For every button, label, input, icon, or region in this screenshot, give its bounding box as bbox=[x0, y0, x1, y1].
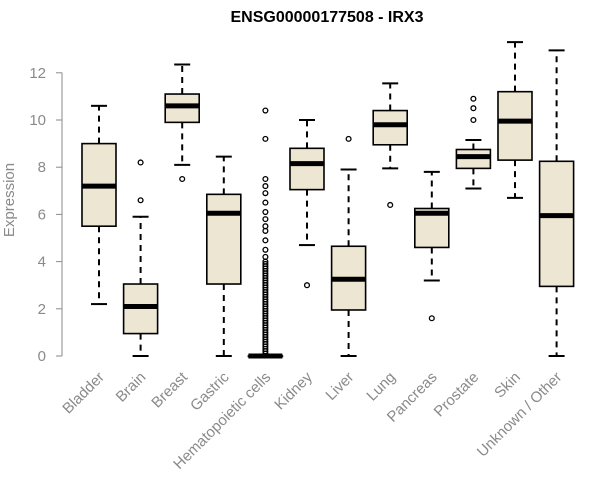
x-tick-label: Breast bbox=[148, 368, 191, 411]
plot-area bbox=[81, 41, 575, 359]
x-tick-label: Kidney bbox=[271, 368, 316, 413]
outlier-point bbox=[137, 197, 144, 204]
outlier-point bbox=[262, 246, 269, 253]
outlier-point bbox=[262, 253, 269, 260]
box-group bbox=[122, 159, 159, 357]
box-group bbox=[497, 41, 533, 199]
chart-title: ENSG00000177508 - IRX3 bbox=[230, 9, 423, 26]
box-group bbox=[372, 82, 409, 209]
x-tick-label: Bladder bbox=[59, 369, 108, 418]
y-tick-label: 4 bbox=[38, 254, 46, 271]
box-group bbox=[81, 104, 117, 306]
outlier-point bbox=[262, 183, 269, 190]
outlier-point bbox=[262, 237, 269, 244]
y-tick-label: 6 bbox=[38, 206, 46, 223]
outlier-point bbox=[262, 216, 269, 223]
outlier-point bbox=[345, 135, 352, 142]
box-iqr bbox=[206, 193, 242, 285]
y-tick-label: 0 bbox=[38, 348, 46, 365]
x-tick-label: Lung bbox=[363, 369, 399, 405]
outlier-point bbox=[262, 260, 269, 268]
y-tick-label: 2 bbox=[38, 301, 46, 318]
outlier-point bbox=[387, 201, 394, 209]
box-group bbox=[164, 63, 200, 183]
box-iqr bbox=[372, 109, 409, 146]
y-tick-label: 10 bbox=[29, 112, 46, 129]
y-axis-label: Expression bbox=[1, 163, 18, 237]
outlier-point bbox=[179, 175, 186, 183]
outlier-point bbox=[470, 95, 477, 102]
outlier-point bbox=[262, 199, 269, 206]
outlier-point bbox=[262, 107, 269, 114]
y-tick-label: 12 bbox=[29, 65, 46, 82]
box-group bbox=[289, 119, 325, 289]
outlier-point bbox=[262, 223, 269, 230]
outlier-point bbox=[428, 315, 435, 322]
outlier-point bbox=[262, 190, 269, 197]
box-iqr bbox=[497, 90, 533, 161]
y-tick-label: 8 bbox=[38, 159, 46, 176]
outlier-point bbox=[262, 175, 269, 183]
x-tick-label: Prostate bbox=[431, 369, 483, 421]
outlier-point bbox=[470, 105, 477, 112]
box-group bbox=[455, 95, 492, 190]
outlier-point bbox=[262, 135, 269, 142]
box-group bbox=[330, 135, 367, 357]
box-group bbox=[206, 155, 242, 357]
x-tick-label: Liver bbox=[322, 369, 357, 404]
box-group bbox=[538, 49, 575, 357]
y-axis: 0 2 4 6 8 10 12 bbox=[29, 65, 63, 365]
x-tick-label: Skin bbox=[491, 369, 524, 402]
box-iqr bbox=[289, 147, 325, 191]
outlier-point bbox=[262, 208, 269, 216]
box-iqr bbox=[538, 160, 575, 288]
box-group bbox=[247, 107, 284, 359]
x-tick-label: Brain bbox=[113, 369, 150, 406]
outlier-point bbox=[303, 282, 311, 289]
outlier-point bbox=[470, 116, 477, 124]
box-group bbox=[413, 170, 450, 322]
outlier-point bbox=[137, 159, 144, 166]
